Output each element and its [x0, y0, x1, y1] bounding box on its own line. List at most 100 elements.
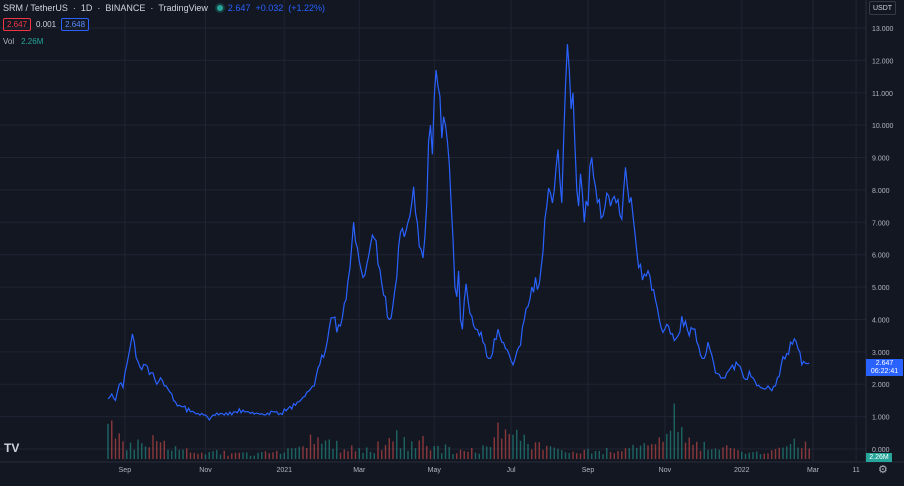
x-tick-label: Nov	[659, 467, 672, 474]
volume-bar	[699, 450, 702, 459]
volume-bar	[328, 439, 330, 459]
volume-bar	[197, 453, 199, 459]
volume-bar	[602, 454, 604, 459]
volume-bar	[332, 448, 334, 459]
volume-bar	[778, 447, 780, 459]
volume-bar	[617, 451, 619, 459]
volume-bar	[508, 434, 510, 459]
volume-bar	[741, 451, 743, 459]
volume-bar	[396, 430, 398, 459]
volume-bar	[714, 448, 717, 459]
x-tick-label: Mar	[353, 467, 366, 474]
volume-bar	[576, 453, 578, 459]
volume-bar	[478, 453, 480, 459]
volume-bar	[126, 450, 128, 459]
y-tick-label: 2.000	[872, 382, 890, 389]
currency-button[interactable]: USDT	[869, 1, 896, 15]
buy-button[interactable]: 2.648	[61, 18, 90, 31]
volume-legend: Vol 2.26M	[3, 37, 43, 46]
volume-bar	[403, 437, 405, 459]
volume-bar	[658, 437, 660, 459]
symbol-name[interactable]: SRM / TetherUS	[3, 3, 68, 13]
volume-bar	[351, 445, 353, 459]
y-tick-label: 1.000	[872, 415, 890, 422]
volume-bar	[767, 453, 769, 459]
volume-bar	[463, 450, 465, 459]
chart-legend: SRM / TetherUS · 1D · BINANCE · TradingV…	[3, 3, 326, 13]
volume-bar	[444, 444, 447, 459]
volume-bar	[632, 444, 634, 459]
tradingview-logo-icon[interactable]: TV	[4, 441, 20, 455]
sell-button[interactable]: 2.647	[3, 18, 32, 31]
volume-bar	[681, 427, 683, 459]
volume-bar	[426, 445, 428, 459]
volume-bar	[621, 451, 623, 459]
volume-bar	[647, 445, 649, 459]
interval[interactable]: 1D	[80, 3, 93, 13]
volume-bar	[204, 454, 207, 459]
y-tick-label: 6.000	[872, 253, 890, 260]
volume-bar	[324, 440, 327, 459]
volume-bar	[797, 447, 799, 459]
volume-bar	[313, 443, 315, 459]
settings-gear-icon[interactable]: ⚙	[878, 464, 888, 476]
volume-bar	[801, 448, 803, 459]
volume-bar	[291, 448, 293, 459]
volume-bar	[759, 454, 762, 459]
volume-bar	[219, 454, 222, 459]
volume-bar	[598, 450, 600, 459]
volume-bar	[538, 442, 540, 459]
volume-bar	[531, 449, 533, 459]
volume-bar	[789, 443, 792, 459]
volume-bar	[381, 450, 383, 459]
exchange: BINANCE	[105, 3, 146, 13]
volume-bar	[268, 453, 270, 459]
price-line	[107, 44, 810, 421]
volume-bar	[377, 441, 379, 459]
volume-label[interactable]: Vol	[3, 37, 15, 46]
volume-bar	[459, 449, 462, 459]
volume-bar	[276, 450, 278, 459]
y-tick-label: 7.000	[872, 220, 890, 227]
volume-bar	[808, 448, 810, 459]
volume-bar	[568, 453, 570, 459]
volume-bar	[733, 448, 735, 459]
volume-bar	[253, 455, 255, 459]
volume-bar	[392, 441, 394, 459]
volume-bar	[156, 441, 158, 459]
volume-bar	[309, 434, 312, 459]
volume-bar	[186, 448, 188, 459]
volume-bar	[561, 450, 563, 459]
volume-bar	[339, 452, 342, 459]
y-tick-label: 9.000	[872, 156, 890, 163]
volume-bar	[298, 446, 300, 459]
volume-bar	[696, 441, 698, 459]
volume-bar	[216, 450, 218, 459]
spread: 0.001	[36, 20, 57, 29]
volume-bar	[366, 447, 368, 459]
volume-bar	[557, 448, 559, 459]
volume-bar	[279, 453, 282, 459]
volume-bar	[321, 443, 323, 459]
volume-bar	[523, 434, 525, 459]
x-tick-label: 2022	[734, 467, 750, 474]
volume-bar	[497, 422, 499, 459]
volume-bar	[223, 450, 225, 459]
volume-bar	[692, 444, 694, 459]
x-tick-label: Jul	[507, 467, 516, 474]
volume-bar	[718, 449, 720, 459]
volume-bar	[553, 447, 555, 459]
volume-bar	[677, 431, 679, 459]
volume-bar	[272, 452, 274, 459]
volume-bar	[122, 441, 124, 459]
volume-bar	[137, 439, 139, 459]
volume-bar	[493, 437, 495, 459]
volume-bar	[441, 453, 443, 459]
volume-bar	[388, 438, 390, 459]
volume-bar	[174, 446, 177, 459]
volume-bar	[437, 445, 439, 459]
volume-bar	[707, 449, 709, 459]
volume-bar	[579, 453, 582, 459]
volume-bar	[662, 441, 664, 459]
